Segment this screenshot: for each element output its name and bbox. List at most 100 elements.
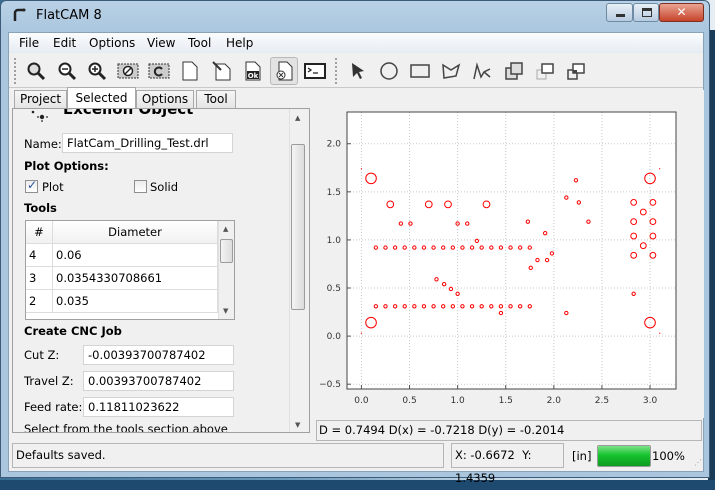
drill-hole-marker bbox=[421, 304, 427, 309]
units-label: [in] bbox=[572, 449, 592, 463]
polygon-icon[interactable] bbox=[438, 58, 464, 84]
cut-z-label: Cut Z: bbox=[24, 348, 60, 362]
drill-hole-marker bbox=[573, 178, 579, 183]
drill-hole-marker bbox=[586, 219, 591, 224]
feed-rate-input[interactable]: 0.11811023622 bbox=[83, 397, 234, 417]
tab-selected[interactable]: Selected bbox=[67, 87, 136, 109]
ok-icon[interactable]: Ok bbox=[240, 58, 266, 84]
travel-z-label: Travel Z: bbox=[24, 374, 74, 388]
tab-tool[interactable]: Tool bbox=[196, 90, 236, 109]
new-project-icon[interactable] bbox=[177, 58, 203, 84]
name-label: Name: bbox=[24, 137, 62, 151]
drill-hole-marker bbox=[465, 221, 470, 226]
drill-hole-marker bbox=[421, 245, 427, 250]
drill-hole-marker bbox=[360, 332, 363, 334]
drill-hole-marker bbox=[639, 208, 647, 216]
panel-scroll-thumb[interactable] bbox=[291, 144, 305, 310]
drill-hole-marker bbox=[630, 199, 638, 206]
tools-header-diameter[interactable]: Diameter bbox=[53, 221, 218, 244]
rectangle-icon[interactable] bbox=[407, 58, 433, 84]
tools-label: Tools bbox=[24, 201, 57, 215]
drill-hole-marker bbox=[448, 286, 454, 292]
shell-icon[interactable] bbox=[302, 58, 328, 84]
tab-project[interactable]: Project bbox=[14, 90, 67, 109]
drill-hole-marker bbox=[489, 304, 494, 309]
object-heading: Excellon Object bbox=[63, 109, 194, 118]
cut-z-input[interactable]: -0.00393700787402 bbox=[83, 345, 234, 365]
plot-axes-frame bbox=[346, 111, 677, 390]
tab-options[interactable]: Options bbox=[136, 90, 194, 109]
drill-hole-marker bbox=[383, 245, 388, 250]
excellon-icon bbox=[31, 110, 48, 122]
menu-view[interactable]: View bbox=[147, 36, 176, 50]
drill-hole-marker bbox=[365, 172, 377, 185]
travel-z-input[interactable]: 0.00393700787402 bbox=[83, 371, 234, 391]
cursor-coordinates: X: -0.6672 Y: 1.4359 bbox=[451, 443, 564, 485]
flatcam-logo-icon bbox=[13, 8, 26, 21]
drill-hole-marker bbox=[431, 245, 436, 250]
name-input[interactable]: FlatCam_Drilling_Test.drl bbox=[62, 133, 233, 153]
x-tick-label: 0.0 bbox=[354, 396, 369, 406]
solid-checkbox[interactable] bbox=[134, 180, 147, 193]
union-icon[interactable] bbox=[501, 58, 527, 84]
circle-icon[interactable] bbox=[376, 58, 402, 84]
drill-hole-marker bbox=[450, 245, 456, 250]
excellon-plot[interactable]: 0.0 0.5 1.0 1.5 2.0 2.5 3.0 −0.5 0.0 0.5 1.0 1.5 2.0 bbox=[316, 90, 704, 418]
open-file-icon[interactable] bbox=[209, 58, 235, 84]
menu-file[interactable]: File bbox=[19, 36, 40, 50]
drill-hole-marker bbox=[630, 232, 638, 240]
menu-edit[interactable]: Edit bbox=[53, 36, 77, 50]
drill-hole-marker bbox=[535, 257, 540, 263]
tool-number: 3 bbox=[26, 267, 53, 290]
replot-icon[interactable] bbox=[146, 58, 172, 84]
drill-hole-marker bbox=[441, 245, 446, 250]
drill-hole-marker bbox=[455, 291, 460, 296]
plot-options-label: Plot Options: bbox=[24, 159, 109, 173]
delete-object-icon[interactable] bbox=[270, 57, 298, 85]
drill-hole-marker bbox=[460, 304, 465, 309]
subtract-icon[interactable] bbox=[532, 58, 558, 84]
plot-checkbox[interactable]: ✓ bbox=[25, 178, 38, 193]
drill-hole-marker bbox=[402, 245, 407, 250]
drill-hole-marker bbox=[474, 238, 480, 244]
drill-hole-marker bbox=[576, 200, 582, 205]
menu-options[interactable]: Options bbox=[89, 36, 136, 50]
toolbar-grip[interactable] bbox=[14, 58, 17, 84]
menu-tool[interactable]: Tool bbox=[188, 36, 212, 50]
drill-hole-marker bbox=[434, 277, 439, 282]
tools-table-scroll-thumb[interactable] bbox=[220, 239, 233, 263]
drill-hole-marker bbox=[498, 245, 504, 250]
drill-hole-marker bbox=[398, 221, 404, 226]
x-tick-label: 2.0 bbox=[547, 396, 562, 406]
zoom-out-icon[interactable] bbox=[54, 58, 80, 84]
tools-header-number[interactable]: # bbox=[26, 221, 53, 244]
zoom-in-icon[interactable] bbox=[84, 58, 110, 84]
path-icon[interactable] bbox=[469, 58, 495, 84]
close-button[interactable]: ✕ bbox=[659, 3, 704, 22]
drill-hole-marker bbox=[412, 245, 417, 250]
drill-hole-marker bbox=[441, 304, 446, 309]
y-tick-label: 0.0 bbox=[327, 332, 342, 342]
status-message: Defaults saved. bbox=[12, 443, 444, 468]
y-tick-label: 0.5 bbox=[327, 284, 341, 294]
drill-hole-marker bbox=[528, 265, 533, 270]
drill-hole-marker bbox=[527, 304, 532, 309]
toolbar-grip-2[interactable] bbox=[335, 58, 338, 84]
tools-table-scrollbar[interactable]: ▲ ▼ bbox=[218, 221, 234, 319]
minimize-button[interactable] bbox=[606, 3, 633, 22]
panel-scrollbar[interactable]: ▲ ▼ bbox=[289, 109, 306, 432]
maximize-button[interactable] bbox=[633, 3, 659, 22]
drill-hole-marker bbox=[431, 304, 436, 309]
drill-hole-marker bbox=[373, 245, 379, 250]
tools-table[interactable]: # Diameter 4 0.06 3 0.0354330708661 2 0.… bbox=[25, 220, 235, 320]
clear-plot-icon[interactable] bbox=[115, 58, 141, 84]
drill-hole-marker bbox=[455, 221, 460, 226]
solid-checkbox-label: Solid bbox=[150, 180, 179, 194]
drill-hole-marker bbox=[517, 245, 523, 250]
menu-help[interactable]: Help bbox=[226, 36, 254, 50]
select-arrow-icon[interactable] bbox=[345, 58, 371, 84]
drill-hole-marker bbox=[564, 310, 569, 316]
intersect-icon[interactable] bbox=[563, 58, 589, 84]
resize-grip[interactable]: ⋰ bbox=[694, 458, 702, 467]
zoom-fit-icon[interactable] bbox=[23, 58, 49, 84]
